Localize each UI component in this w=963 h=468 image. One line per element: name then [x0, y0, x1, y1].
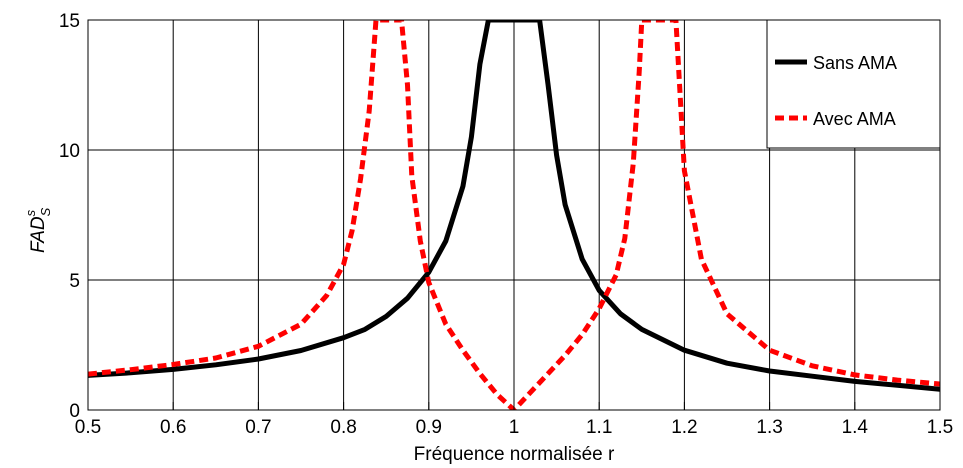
y-axis-label-superscript: s: [23, 209, 38, 216]
x-tick-label: 0.6: [160, 417, 186, 438]
x-tick-label: 0.9: [416, 417, 442, 438]
legend: Sans AMA Avec AMA: [766, 19, 941, 149]
x-tick-label: 1.2: [671, 417, 697, 438]
legend-box: [766, 19, 941, 149]
x-axis-label: Fréquence normalisée r: [414, 444, 615, 465]
x-tick-label: 0.7: [245, 417, 271, 438]
legend-label-sans-ama: Sans AMA: [813, 53, 897, 73]
y-axis-label: FADsS: [23, 207, 53, 253]
x-tick-label: 1.1: [586, 417, 612, 438]
tick-labels: 0.5 0.6 0.7 0.8 0.9 1 1.1 1.2 1.3 1.4 1.5 0 5 10 15: [59, 11, 953, 438]
y-tick-label: 0: [69, 401, 80, 422]
x-tick-label: 1.5: [927, 417, 953, 438]
series-layer: [88, 20, 940, 410]
x-tick-label: 0.5: [75, 417, 101, 438]
x-tick-label: 1.3: [756, 417, 782, 438]
series-line-avec-ama: [88, 20, 940, 410]
y-tick-label: 10: [59, 141, 80, 162]
y-axis-label-subscript: S: [38, 207, 53, 216]
tick-marks: [87, 19, 941, 411]
x-tick-label: 0.8: [330, 417, 356, 438]
y-tick-label: 5: [69, 271, 80, 292]
series-line-sans-ama: [88, 20, 940, 392]
x-tick-label: 1.4: [842, 417, 869, 438]
x-tick-label: 1: [509, 417, 520, 438]
legend-label-avec-ama: Avec AMA: [813, 109, 896, 129]
y-tick-label: 15: [59, 11, 80, 32]
y-axis-label-main: FAD: [28, 216, 49, 253]
